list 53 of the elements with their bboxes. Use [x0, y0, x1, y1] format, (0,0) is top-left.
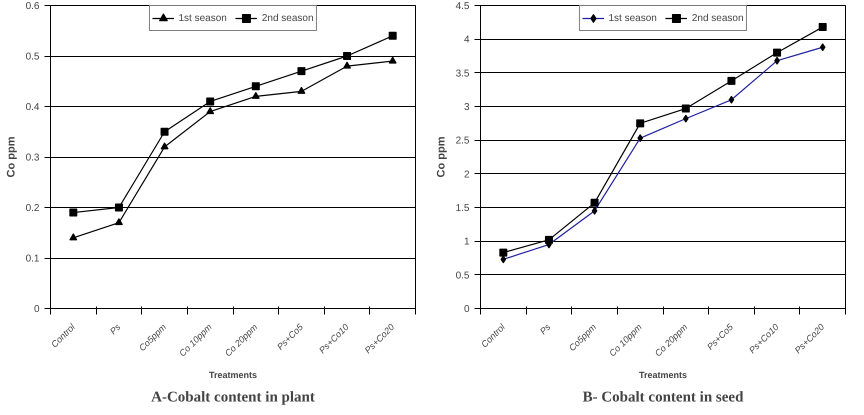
y-tick-label: 0.5: [26, 52, 40, 62]
x-tick-label: Ps: [538, 322, 553, 336]
y-tick-label: 4.5: [456, 1, 470, 12]
point: [297, 86, 306, 94]
y-tick-label: 2: [464, 169, 470, 180]
point: [499, 248, 508, 257]
y-axis-title: Co ppm: [6, 136, 18, 178]
point: [160, 142, 169, 150]
point: [773, 48, 782, 57]
y-tick-label: 4: [464, 34, 470, 46]
point: [388, 32, 397, 40]
point: [206, 97, 214, 106]
y-tick-label: 3.5: [456, 68, 470, 80]
point: [818, 23, 827, 32]
point: [388, 56, 397, 64]
y-tick-label: 0.4: [26, 102, 40, 113]
text: A-Cobalt content in plant: [151, 390, 315, 406]
x-tick-label: Ps: [108, 322, 123, 336]
y-tick-label: 0.3: [26, 152, 40, 164]
point: [69, 208, 78, 217]
point: [206, 107, 214, 114]
legend-label: 2nd season: [262, 12, 314, 24]
point: [343, 52, 352, 60]
x-axis-title: Treatments: [638, 370, 688, 380]
y-tick-label: 0.6: [26, 1, 40, 12]
point: [114, 204, 123, 212]
point: [160, 128, 169, 136]
y-tick-label: 0.2: [26, 203, 40, 214]
point: [727, 76, 736, 85]
point: [343, 62, 352, 69]
y-tick-label: 3: [464, 102, 470, 113]
point: [590, 198, 599, 207]
y-tick-label: 2.5: [456, 136, 470, 147]
text: B- Cobalt content in seed: [582, 390, 744, 406]
y-tick-label: 0.1: [26, 254, 40, 264]
point: [297, 67, 306, 76]
y-axis-title: Co ppm: [436, 136, 448, 178]
x-axis-title: Treatments: [208, 370, 258, 380]
point: [636, 119, 644, 128]
legend-label: 1st season: [178, 12, 227, 24]
legend-label: 2nd season: [692, 12, 744, 24]
y-tick-label: 0: [34, 304, 40, 315]
y-tick-label: 0: [464, 304, 470, 315]
point: [252, 82, 260, 90]
y-tick-label: 1.5: [456, 203, 470, 214]
point: [69, 233, 78, 240]
point: [682, 104, 690, 113]
point: [252, 92, 260, 99]
y-tick-label: 0.5: [456, 270, 470, 282]
point: [544, 236, 553, 244]
point: [114, 218, 123, 226]
y-tick-label: 1: [464, 236, 470, 248]
legend-label: 1st season: [608, 12, 657, 24]
